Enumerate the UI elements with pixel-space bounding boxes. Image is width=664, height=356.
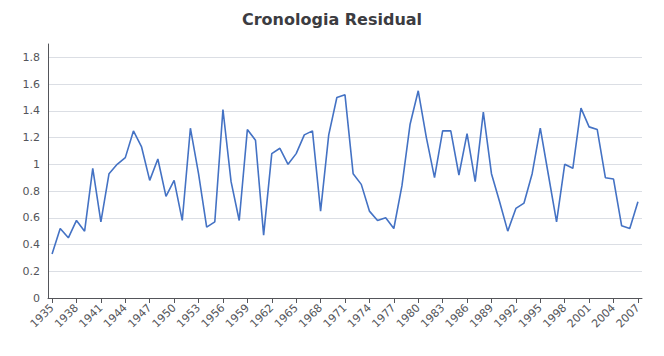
svg-text:1950: 1950 — [150, 301, 179, 330]
svg-text:1977: 1977 — [369, 301, 398, 330]
svg-text:1935: 1935 — [28, 301, 57, 330]
svg-text:0.6: 0.6 — [23, 211, 41, 224]
svg-text:1.8: 1.8 — [23, 51, 41, 64]
svg-text:0.8: 0.8 — [23, 185, 41, 198]
svg-text:1986: 1986 — [443, 301, 472, 330]
svg-text:1992: 1992 — [492, 301, 521, 330]
svg-text:2004: 2004 — [589, 301, 618, 330]
svg-text:1956: 1956 — [199, 301, 228, 330]
svg-text:1989: 1989 — [467, 301, 496, 330]
svg-text:1962: 1962 — [247, 301, 276, 330]
svg-text:2001: 2001 — [565, 301, 594, 330]
svg-text:1995: 1995 — [516, 301, 545, 330]
svg-text:1938: 1938 — [52, 301, 81, 330]
svg-text:1947: 1947 — [125, 301, 154, 330]
svg-text:1.2: 1.2 — [23, 131, 41, 144]
svg-text:1968: 1968 — [296, 301, 325, 330]
svg-text:0.2: 0.2 — [23, 265, 41, 278]
svg-text:0: 0 — [33, 292, 40, 305]
svg-text:1971: 1971 — [321, 301, 350, 330]
svg-text:1953: 1953 — [174, 301, 203, 330]
svg-text:1959: 1959 — [223, 301, 252, 330]
svg-text:1.4: 1.4 — [23, 104, 41, 117]
svg-text:1: 1 — [33, 158, 40, 171]
svg-text:1998: 1998 — [540, 301, 569, 330]
svg-text:1944: 1944 — [101, 301, 130, 330]
svg-text:Cronologia Residual: Cronologia Residual — [242, 10, 422, 29]
svg-text:1980: 1980 — [394, 301, 423, 330]
svg-text:1.6: 1.6 — [23, 78, 41, 91]
svg-text:1941: 1941 — [77, 301, 106, 330]
svg-text:0.4: 0.4 — [23, 238, 41, 251]
svg-text:1983: 1983 — [418, 301, 447, 330]
svg-text:1965: 1965 — [272, 301, 301, 330]
svg-text:2007: 2007 — [614, 301, 643, 330]
svg-text:1974: 1974 — [345, 301, 374, 330]
